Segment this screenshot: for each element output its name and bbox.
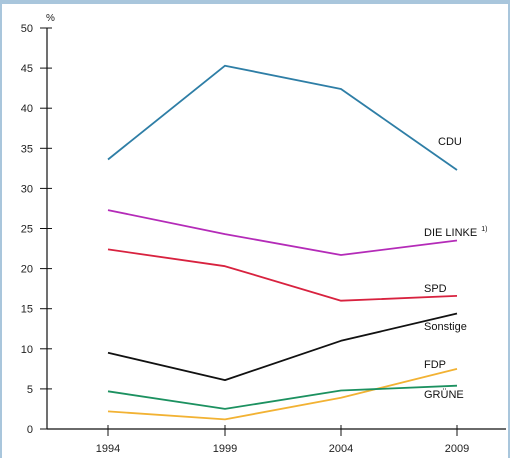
series-label-gr-ne: GRÜNE — [424, 389, 464, 401]
series-line-die-linke — [107, 209, 458, 256]
series-label-spd: SPD — [424, 283, 447, 295]
series-label-die-linke: DIE LINKE 1) — [424, 226, 487, 239]
y-tick-label: 10 — [21, 344, 33, 356]
series-label-sonstige: Sonstige — [424, 321, 467, 333]
series-label-cdu: CDU — [438, 136, 462, 148]
chart-axes: 0 5 10 15 20 25 30 35 40 45 50% 1994 1999 2004 2009 — [21, 13, 506, 455]
y-tick-label: 5 — [27, 384, 33, 396]
line-chart: 0 5 10 15 20 25 30 35 40 45 50% 1994 1999 2004 2009 CD… — [21, 13, 506, 455]
series-line-fdp — [107, 368, 458, 421]
x-tick-label: 1999 — [213, 443, 237, 455]
series-line-gr-ne — [107, 384, 458, 410]
series-line-spd — [107, 248, 458, 302]
x-tick-label: 2009 — [445, 443, 469, 455]
y-axis-unit-label: % — [46, 13, 55, 24]
x-tick-label: 1994 — [96, 443, 120, 455]
y-tick-label: 30 — [21, 183, 33, 195]
y-tick-label: 15 — [21, 304, 33, 316]
series-line-cdu — [107, 64, 458, 171]
x-tick-label: 2004 — [329, 443, 353, 455]
series-footnote-marker: 1) — [481, 226, 487, 233]
y-tick-label: 0 — [27, 424, 33, 436]
series-label-fdp: FDP — [424, 359, 446, 371]
y-tick-label: 45 — [21, 63, 33, 75]
y-tick-label: 50 — [21, 23, 33, 35]
chart-series-labels: CDU DIE LINKE 1) SPD Sonstige FDP GRÜNE — [424, 136, 487, 401]
y-tick-label: 25 — [21, 224, 33, 236]
y-tick-label: 35 — [21, 143, 33, 155]
chart-series-lines — [107, 64, 458, 421]
series-line-sonstige — [107, 312, 458, 382]
y-tick-label: 20 — [21, 264, 33, 276]
y-tick-label: 40 — [21, 103, 33, 115]
